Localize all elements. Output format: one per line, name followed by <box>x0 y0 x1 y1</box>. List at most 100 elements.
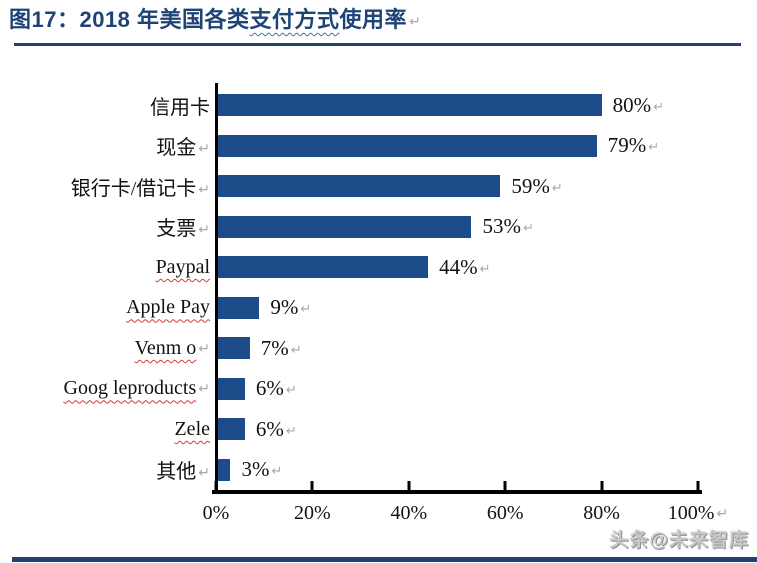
value-label-text: 79% <box>607 133 647 158</box>
chart-row: Apple Pay 9% ↵ <box>0 288 698 329</box>
paragraph-return-icon: ↵ <box>271 464 283 480</box>
plot-area-row: 9% ↵ <box>216 288 698 329</box>
value-label: 3% ↵ <box>241 457 282 482</box>
chart-row: 支票 ↵ 53% ↵ <box>0 207 698 248</box>
paragraph-return-icon: ↵ <box>285 383 297 399</box>
value-label: 7% ↵ <box>261 336 302 361</box>
value-label-text: 3% <box>241 457 270 482</box>
category-label: Goog leproducts ↵ <box>0 377 216 400</box>
category-label-text: 现金 <box>156 137 197 160</box>
x-axis-tick <box>214 481 218 490</box>
x-axis-tick-label-text: 40% <box>390 502 428 524</box>
value-label: 6% ↵ <box>256 376 297 401</box>
bar <box>216 377 245 400</box>
x-axis-tick-label: 80% <box>583 502 620 525</box>
x-axis-line <box>212 490 702 494</box>
payment-usage-bar-chart: 信用卡 80% ↵ 现金 ↵ 79% ↵ 银行卡/借记卡 ↵ 59% ↵ 支票 ↵ 53% ↵ Paypal 4… <box>0 83 757 530</box>
paragraph-return-icon: ↵ <box>653 99 664 115</box>
x-axis-tick <box>600 481 604 490</box>
category-label: 银行卡/借记卡 ↵ <box>0 172 216 201</box>
value-label: 59% ↵ <box>511 174 562 199</box>
paragraph-return-icon: ↵ <box>198 141 210 158</box>
paragraph-return-icon: ↵ <box>285 423 297 439</box>
category-label-text: Zele <box>174 417 210 440</box>
x-axis-tick-label-text: 80% <box>583 502 620 524</box>
plot-area-row: 6% ↵ <box>216 409 698 450</box>
category-label-text: Apple Pay <box>126 296 210 319</box>
chart-row: 现金 ↵ 79% ↵ <box>0 126 698 167</box>
bar <box>216 418 245 441</box>
bar <box>216 256 429 279</box>
value-label: 44% ↵ <box>439 255 490 280</box>
bar <box>216 296 260 319</box>
x-axis-tick-label: 20% <box>294 502 331 525</box>
paragraph-return-icon: ↵ <box>198 340 210 357</box>
bar <box>216 215 472 238</box>
x-axis-tick-label-text: 0% <box>202 502 230 524</box>
category-label: 支票 ↵ <box>0 212 216 241</box>
figure-title-suffix: 使用率 <box>339 7 408 32</box>
y-axis-line <box>215 83 218 494</box>
category-label-text: Paypal <box>155 255 210 278</box>
paragraph-return-icon: ↵ <box>300 302 312 318</box>
value-label-text: 7% <box>260 335 289 360</box>
category-label: Venm o ↵ <box>0 337 216 360</box>
value-label: 79% ↵ <box>608 133 659 158</box>
x-axis-tick-label: 100% ↵ <box>668 502 728 525</box>
figure-title-prefix: 图17：2018 年美国各类 <box>9 7 250 32</box>
value-label-text: 6% <box>255 376 284 401</box>
x-axis-tick <box>407 481 411 490</box>
plot-area-row: 7% ↵ <box>216 328 698 369</box>
category-label-text: 其他 <box>156 461 197 484</box>
value-label-text: 6% <box>255 416 284 441</box>
chart-row: 银行卡/借记卡 ↵ 59% ↵ <box>0 166 698 207</box>
chart-rows: 信用卡 80% ↵ 现金 ↵ 79% ↵ 银行卡/借记卡 ↵ 59% ↵ 支票 ↵ 53% ↵ Paypal 4… <box>0 85 698 490</box>
value-label-text: 80% <box>612 92 652 117</box>
value-label-text: 44% <box>439 254 478 279</box>
category-label-text: 信用卡 <box>150 96 210 119</box>
value-label-text: 9% <box>270 295 299 320</box>
chart-row: 信用卡 80% ↵ <box>0 85 698 126</box>
x-axis-tick <box>696 481 700 490</box>
chart-row: Paypal 44% ↵ <box>0 247 698 288</box>
bar <box>216 94 602 117</box>
x-axis-tick <box>503 481 507 490</box>
paragraph-return-icon: ↵ <box>479 261 491 277</box>
plot-area-row: 44% ↵ <box>216 247 698 288</box>
watermark: 头条@未来智库 <box>609 530 749 551</box>
bar <box>216 175 501 198</box>
plot-area-row: 53% ↵ <box>216 207 698 248</box>
category-label: 其他 ↵ <box>0 455 216 484</box>
paragraph-return-icon: ↵ <box>551 180 563 196</box>
x-axis-tick-label-text: 60% <box>486 502 524 524</box>
paragraph-return-icon: ↵ <box>198 181 210 198</box>
paragraph-return-icon: ↵ <box>290 342 302 358</box>
chart-row: Zele 6% ↵ <box>0 409 698 450</box>
value-label-text: 59% <box>511 173 550 198</box>
bottom-rule <box>12 557 757 562</box>
bar <box>216 337 250 360</box>
plot-area-row: 80% ↵ <box>216 85 698 126</box>
plot-area-row: 3% ↵ <box>216 450 698 491</box>
x-axis-tick-label-text: 20% <box>294 502 331 524</box>
category-label: Paypal <box>0 256 216 279</box>
paragraph-return-icon: ↵ <box>198 222 210 239</box>
chart-row: Venm o ↵ 7% ↵ <box>0 328 698 369</box>
category-label: Zele <box>0 418 216 441</box>
chart-row: 其他 ↵ 3% ↵ <box>0 450 698 491</box>
value-label: 6% ↵ <box>256 417 297 442</box>
title-divider <box>14 43 741 46</box>
value-label: 80% ↵ <box>613 93 664 118</box>
category-label-text: Goog leproducts <box>63 377 197 400</box>
figure-title-squiggle-text: 支付方式 <box>249 7 340 32</box>
category-label-text: 银行卡/借记卡 <box>70 177 197 200</box>
bar <box>216 134 597 157</box>
x-axis-tick-label: 0% <box>203 502 230 525</box>
paragraph-return-icon: ↵ <box>648 140 660 156</box>
paragraph-return-icon: ↵ <box>522 221 534 237</box>
category-label: 现金 ↵ <box>0 131 216 160</box>
bar <box>216 458 231 481</box>
plot-area-row: 59% ↵ <box>216 166 698 207</box>
plot-area-row: 6% ↵ <box>216 369 698 410</box>
